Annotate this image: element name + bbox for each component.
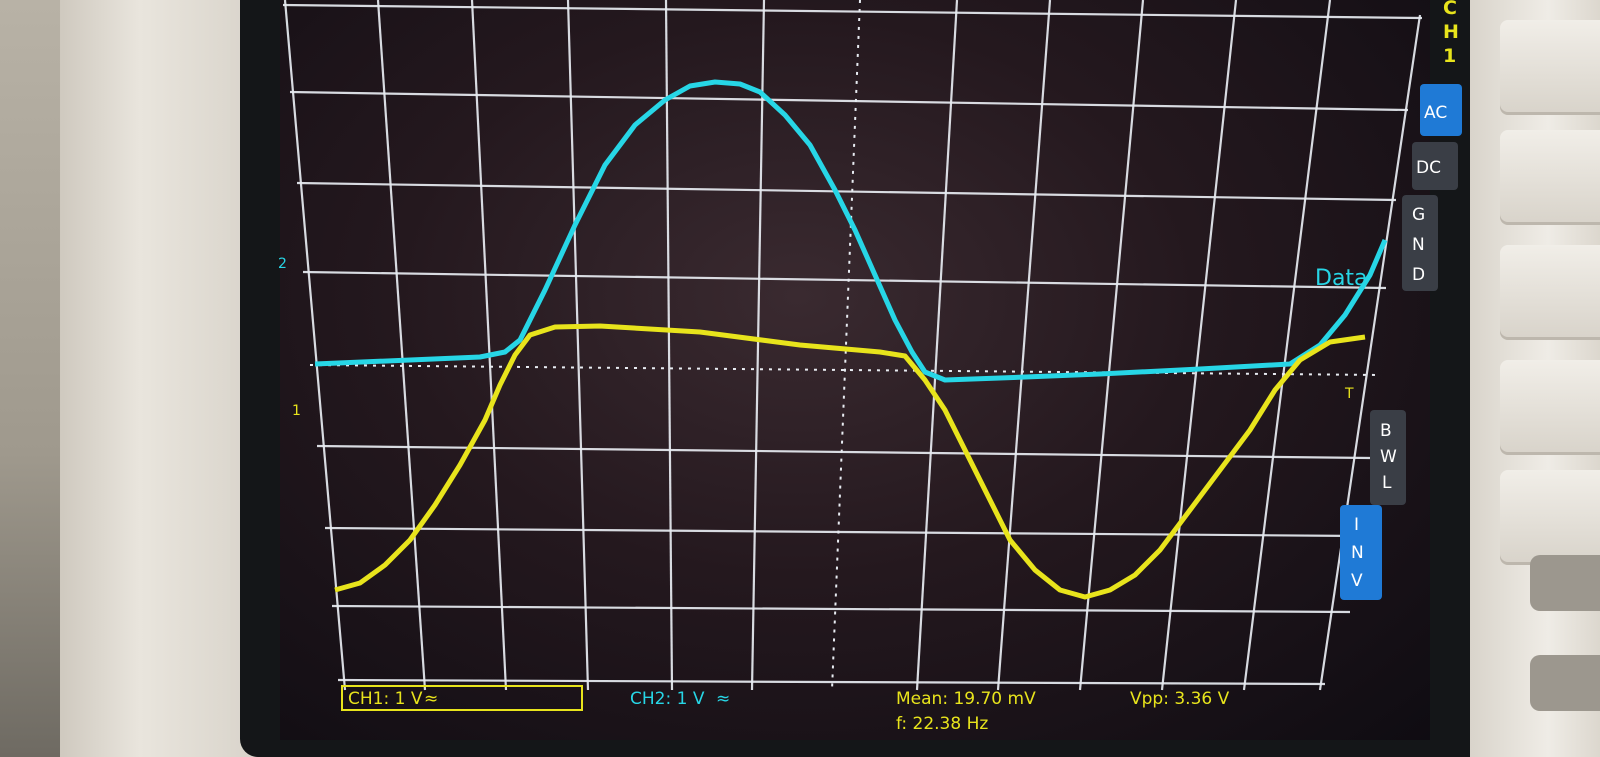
coupling-gnd-g: G bbox=[1412, 205, 1425, 225]
bwl-label-w: W bbox=[1380, 447, 1397, 467]
menu-softkey-5[interactable] bbox=[1500, 470, 1600, 565]
coupling-dc-option[interactable]: DC bbox=[1416, 158, 1441, 178]
oscilloscope-left-bezel bbox=[60, 0, 260, 757]
coupling-ac-highlight[interactable] bbox=[1420, 84, 1462, 136]
menu-softkey-1[interactable] bbox=[1500, 20, 1600, 115]
ch1-waveform bbox=[334, 323, 1366, 600]
channel-menu-title-h: H bbox=[1443, 21, 1459, 43]
coupling-ac-option[interactable]: AC bbox=[1424, 103, 1447, 123]
ch1-status-box bbox=[341, 685, 583, 711]
rotary-knob-lower[interactable] bbox=[1530, 655, 1600, 711]
inv-label-v: V bbox=[1351, 571, 1363, 591]
inv-label-i: I bbox=[1354, 515, 1359, 535]
trigger-level-marker: T bbox=[1344, 386, 1354, 402]
ch1-scale: CH1: 1 V bbox=[348, 689, 423, 709]
menu-softkey-2[interactable] bbox=[1500, 130, 1600, 225]
ch2-waveform bbox=[314, 79, 1388, 383]
bwl-label-b: B bbox=[1380, 421, 1392, 441]
ch2-ground-marker: 2 bbox=[278, 256, 287, 272]
rotary-knob-upper[interactable] bbox=[1530, 555, 1600, 611]
coupling-gnd-button[interactable] bbox=[1402, 195, 1438, 291]
ch1-ground-marker: 1 bbox=[292, 403, 301, 419]
frequency-measurement: f: 22.38 Hz bbox=[896, 714, 988, 734]
status-bar: CH1: 1 V ≈ CH2: 1 V ≈ Mean: 19.70 mV Vpp… bbox=[341, 685, 1230, 734]
bwl-button[interactable] bbox=[1370, 410, 1406, 505]
oscilloscope-display bbox=[280, 0, 1430, 740]
ch1-ac-symbol: ≈ bbox=[424, 689, 438, 709]
coupling-gnd-d: D bbox=[1412, 265, 1425, 285]
channel-menu-title-c: C bbox=[1443, 0, 1457, 19]
inv-button[interactable] bbox=[1340, 505, 1382, 600]
ch2-scale: CH2: 1 V bbox=[630, 689, 705, 709]
background-wall bbox=[0, 0, 70, 757]
menu-softkey-4[interactable] bbox=[1500, 360, 1600, 455]
mean-measurement: Mean: 19.70 mV bbox=[896, 689, 1036, 709]
graticule-grid bbox=[282, 0, 1423, 691]
ch2-trace-label: Data bbox=[1315, 266, 1368, 291]
inv-label-n: N bbox=[1351, 543, 1364, 563]
bwl-label-l: L bbox=[1382, 473, 1392, 493]
menu-softkey-3[interactable] bbox=[1500, 245, 1600, 340]
ch2-ac-symbol: ≈ bbox=[716, 689, 730, 709]
channel-menu: C H 1 AC DC G N D B W L I N V bbox=[1340, 0, 1462, 600]
coupling-gnd-n: N bbox=[1412, 235, 1425, 255]
vpp-measurement: Vpp: 3.36 V bbox=[1130, 689, 1230, 709]
coupling-dc-button[interactable] bbox=[1412, 142, 1458, 190]
channel-menu-title-1: 1 bbox=[1443, 45, 1456, 67]
